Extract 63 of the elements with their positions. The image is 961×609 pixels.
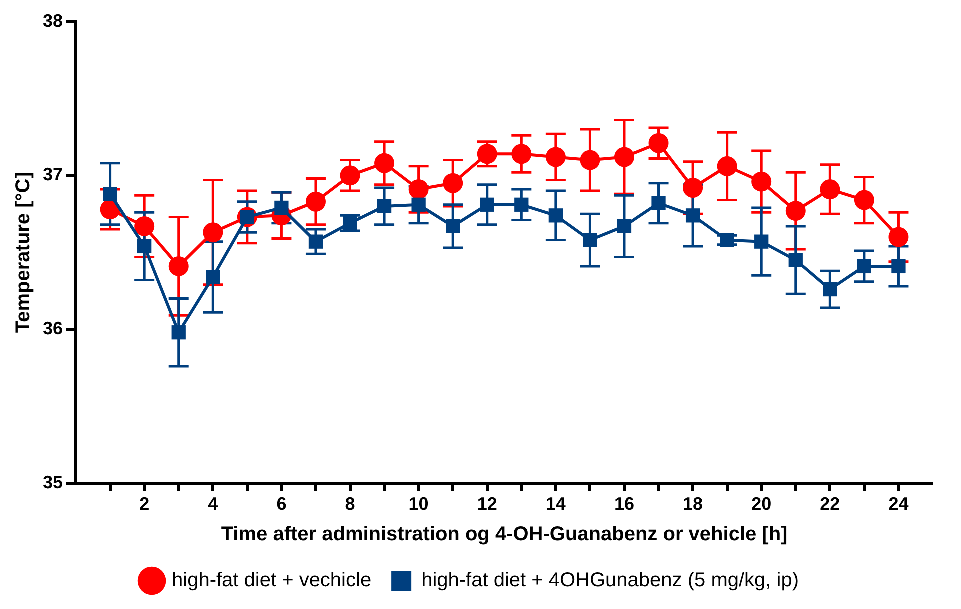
point — [274, 200, 289, 216]
point — [480, 198, 494, 212]
point — [788, 253, 803, 268]
point — [340, 166, 360, 186]
x-tick-label: 14 — [546, 494, 566, 514]
point — [548, 208, 563, 223]
x-tick-label: 20 — [752, 494, 772, 514]
x-tick-label: 16 — [614, 494, 635, 514]
point — [892, 259, 906, 274]
y-tick-label: 36 — [42, 318, 64, 338]
x-tick-label: 2 — [140, 494, 150, 514]
y-tick-label: 37 — [42, 164, 64, 185]
point — [786, 201, 806, 222]
point — [580, 150, 600, 170]
point — [648, 133, 669, 154]
point — [377, 199, 392, 214]
point — [752, 172, 772, 192]
x-tick-label: 18 — [683, 494, 704, 514]
point — [308, 234, 324, 249]
point — [754, 234, 769, 249]
y-tick-label: 35 — [42, 472, 64, 492]
x-tick-label: 4 — [208, 494, 218, 514]
point — [683, 178, 704, 198]
point — [514, 198, 529, 212]
legend-label: high-fat diet + 4OHGunabenz (5 mg/kg, ip) — [422, 570, 799, 592]
point — [614, 147, 634, 168]
point — [720, 233, 734, 248]
point — [854, 190, 874, 210]
point — [652, 196, 666, 210]
point — [138, 239, 152, 254]
point — [477, 144, 498, 164]
x-tick-label: 22 — [820, 494, 840, 514]
point — [168, 256, 189, 276]
point — [888, 227, 909, 248]
point — [546, 147, 566, 168]
point — [306, 192, 326, 212]
point — [412, 198, 426, 212]
point — [686, 208, 700, 223]
x-tick-label: 12 — [477, 494, 498, 514]
y-axis-title: Temperature [°C] — [12, 172, 35, 334]
point — [103, 187, 118, 202]
x-tick-label: 8 — [345, 494, 356, 514]
point — [857, 259, 872, 274]
point — [446, 219, 460, 234]
x-tick-label: 24 — [888, 494, 909, 514]
point — [717, 156, 738, 176]
point — [443, 173, 464, 194]
point — [374, 153, 395, 174]
x-tick-label: 10 — [408, 494, 429, 514]
point — [823, 282, 838, 297]
point — [172, 326, 186, 340]
point — [206, 270, 220, 284]
point — [512, 144, 532, 164]
x-axis-title: Time after administration og 4-OH-Guanabenz or vehicle [h] — [221, 524, 788, 546]
legend-label: high-fat diet + vechicle — [172, 570, 372, 592]
point — [408, 180, 429, 200]
point — [203, 222, 224, 243]
point — [820, 180, 840, 200]
point — [583, 233, 598, 248]
y-tick-label: 38 — [42, 10, 64, 31]
point — [617, 219, 632, 234]
x-tick-label: 6 — [276, 494, 287, 514]
point — [134, 216, 155, 236]
